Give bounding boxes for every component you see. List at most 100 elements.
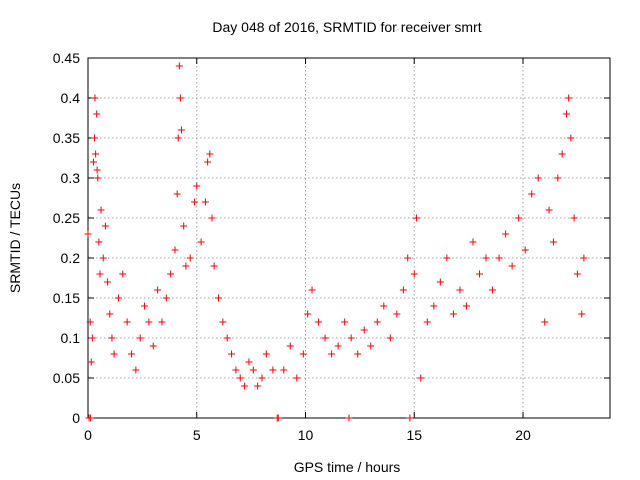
axes-layer: 0 0.05 0.1 0.15 0.2 0.25 0.3 0.35 0.4 0.45 0 5 10 15 2…	[53, 50, 611, 443]
data-point	[104, 278, 112, 286]
data-point	[380, 302, 388, 310]
data-point	[96, 270, 104, 278]
data-point	[580, 254, 588, 262]
data-points-layer	[84, 62, 588, 422]
data-point	[136, 334, 144, 342]
data-point	[173, 190, 181, 198]
data-point	[141, 302, 149, 310]
data-point	[373, 318, 381, 326]
data-point	[106, 310, 114, 318]
data-point	[193, 182, 201, 190]
data-point	[393, 310, 401, 318]
data-point	[162, 294, 170, 302]
data-point	[204, 158, 212, 166]
grid-layer	[88, 58, 610, 418]
data-point	[88, 334, 96, 342]
x-tick-label: 15	[406, 427, 422, 443]
y-tick-label: 0.4	[61, 90, 81, 106]
data-point	[269, 366, 277, 374]
data-point	[215, 294, 222, 302]
data-point	[286, 342, 294, 350]
data-point	[476, 270, 483, 278]
data-point	[86, 318, 94, 326]
data-point	[114, 294, 122, 302]
data-point	[489, 286, 497, 294]
data-point	[443, 254, 451, 262]
data-point	[386, 334, 394, 342]
data-point	[565, 94, 573, 102]
data-point	[108, 334, 116, 342]
data-point	[94, 174, 102, 182]
data-point	[84, 230, 92, 238]
data-point	[210, 262, 218, 270]
data-point	[573, 270, 581, 278]
data-point	[95, 238, 103, 246]
data-point	[354, 350, 362, 358]
data-point	[563, 110, 570, 118]
data-point	[92, 150, 100, 158]
data-point	[436, 278, 444, 286]
data-point	[191, 198, 199, 206]
data-point	[449, 310, 457, 318]
data-point	[228, 350, 236, 358]
data-point	[321, 334, 329, 342]
data-point	[93, 166, 101, 174]
plot-frame	[87, 57, 611, 419]
data-point	[508, 262, 516, 270]
data-point	[149, 342, 157, 350]
data-point	[412, 214, 420, 222]
data-point	[254, 382, 262, 390]
data-point	[549, 238, 557, 246]
data-point	[158, 318, 166, 326]
data-point	[219, 318, 227, 326]
y-tick-label: 0.35	[53, 130, 80, 146]
x-tick-label: 5	[193, 427, 201, 443]
data-point	[87, 358, 95, 366]
data-point	[567, 134, 575, 142]
data-point	[145, 318, 153, 326]
y-tick-label: 0.25	[53, 210, 80, 226]
data-point	[541, 318, 549, 326]
data-point	[280, 366, 288, 374]
y-tick-label: 0.05	[53, 370, 80, 386]
data-point	[404, 254, 412, 262]
x-tick-label: 20	[515, 427, 531, 443]
data-point	[515, 214, 523, 222]
data-point	[528, 190, 536, 198]
data-point	[87, 414, 95, 422]
data-point	[341, 318, 349, 326]
data-point	[469, 238, 477, 246]
y-tick-label: 0.1	[61, 330, 81, 346]
data-point	[345, 414, 353, 422]
data-point	[201, 198, 209, 206]
data-point	[93, 110, 101, 118]
data-point	[249, 366, 257, 374]
data-point	[241, 382, 249, 390]
y-axis-label: SRMTID / TECUs	[7, 183, 23, 293]
data-point	[554, 174, 562, 182]
data-point	[534, 174, 542, 182]
chart-title: Day 048 of 2016, SRMTID for receiver smr…	[212, 19, 481, 35]
data-point	[99, 254, 107, 262]
data-point	[558, 150, 566, 158]
data-point	[462, 302, 470, 310]
data-point	[89, 158, 97, 166]
data-point	[262, 350, 270, 358]
x-tick-label: 10	[298, 427, 314, 443]
data-point	[274, 414, 282, 422]
y-tick-label: 0.15	[53, 290, 80, 306]
data-point	[258, 374, 266, 382]
data-point	[456, 286, 464, 294]
data-point	[304, 310, 312, 318]
data-point	[101, 222, 109, 230]
data-point	[308, 286, 316, 294]
data-point	[578, 310, 586, 318]
data-point	[232, 366, 240, 374]
data-point	[119, 270, 127, 278]
data-point	[293, 374, 301, 382]
data-point	[410, 270, 418, 278]
data-point	[417, 374, 425, 382]
data-point	[123, 318, 131, 326]
data-point	[570, 214, 578, 222]
